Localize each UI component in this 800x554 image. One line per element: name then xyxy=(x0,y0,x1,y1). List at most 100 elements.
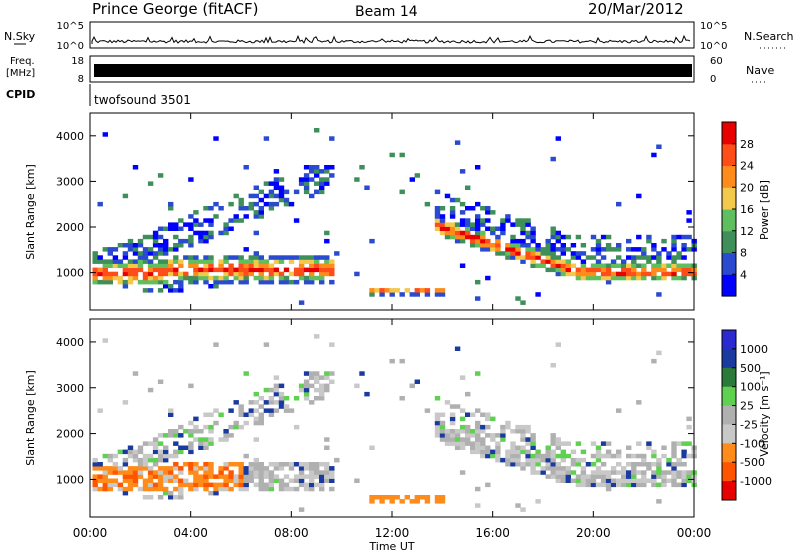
velocity-cell xyxy=(636,482,642,488)
x-tick-label: 12:00 xyxy=(375,526,410,540)
power-cell xyxy=(605,279,612,285)
velocity-cell xyxy=(258,396,264,401)
velocity-cell xyxy=(671,462,677,467)
power-cell xyxy=(641,271,647,277)
velocity-cell xyxy=(137,466,144,471)
velocity-cell xyxy=(676,482,682,488)
velocity-cell xyxy=(309,383,315,389)
power-cell xyxy=(314,255,320,260)
power-cell xyxy=(595,243,602,248)
velocity-cell xyxy=(414,379,420,384)
velocity-cell xyxy=(319,474,325,479)
power-cell xyxy=(107,263,113,268)
power-cell xyxy=(142,255,149,260)
power-cell xyxy=(203,230,209,236)
power-cell xyxy=(575,267,582,273)
power-cell xyxy=(600,247,607,252)
power-cell xyxy=(273,193,280,199)
power-cell xyxy=(278,177,285,182)
power-cell xyxy=(233,218,239,223)
velocity-cell xyxy=(631,482,637,488)
velocity-cell xyxy=(208,462,214,467)
velocity-cell xyxy=(595,445,602,450)
velocity-cell xyxy=(646,478,652,483)
velocity-cell xyxy=(585,482,592,488)
velocity-cell xyxy=(203,482,209,488)
power-cell xyxy=(223,255,229,260)
power-cell xyxy=(459,201,466,207)
power-cell xyxy=(621,271,627,277)
velocity-cell xyxy=(646,445,652,450)
power-cell xyxy=(515,222,521,227)
velocity-cell xyxy=(253,391,259,397)
velocity-cell xyxy=(238,462,244,467)
power-cell xyxy=(218,230,224,236)
velocity-cell xyxy=(112,466,119,471)
power-cell xyxy=(314,173,320,178)
velocity-cell xyxy=(147,387,154,393)
power-cell xyxy=(132,263,139,268)
velocity-cell xyxy=(449,429,456,434)
power-cell xyxy=(188,255,194,260)
velocity-cell xyxy=(278,478,285,483)
velocity-cell xyxy=(470,433,476,438)
velocity-cell xyxy=(142,486,149,492)
velocity-cell xyxy=(590,462,597,467)
power-cell xyxy=(218,206,224,211)
velocity-cell xyxy=(137,470,144,475)
power-cell xyxy=(228,279,234,285)
velocity-cell xyxy=(132,474,139,479)
power-cell xyxy=(198,271,204,277)
power-cell xyxy=(646,271,652,277)
power-cell xyxy=(157,226,164,231)
velocity-cell xyxy=(600,441,607,446)
power-cell xyxy=(293,279,300,285)
velocity-cell xyxy=(183,462,189,467)
power-cell xyxy=(107,247,113,252)
power-cell xyxy=(324,259,330,264)
velocity-cell xyxy=(203,462,209,467)
velocity-cell xyxy=(681,470,687,475)
velocity-cell xyxy=(661,470,667,475)
power-cell xyxy=(122,263,129,268)
velocity-cell xyxy=(480,453,486,459)
velocity-cell xyxy=(132,371,139,376)
power-cell xyxy=(510,238,516,244)
power-cell xyxy=(500,251,506,256)
velocity-cell xyxy=(681,449,687,455)
power-cell xyxy=(233,271,239,277)
velocity-cell xyxy=(505,449,511,455)
velocity-colorbar-tick-label: -25 xyxy=(740,418,758,431)
velocity-cell xyxy=(580,457,587,463)
power-cell xyxy=(364,185,370,190)
power-cell xyxy=(168,206,174,211)
power-cell xyxy=(656,255,662,260)
power-cell xyxy=(157,251,164,256)
velocity-cell xyxy=(193,462,199,467)
power-cell xyxy=(495,238,501,244)
power-cell xyxy=(550,247,556,252)
velocity-cell xyxy=(173,486,179,492)
velocity-cell xyxy=(273,474,280,479)
velocity-cell xyxy=(213,408,219,413)
power-cell xyxy=(454,197,461,203)
velocity-cell xyxy=(168,429,174,434)
velocity-cell xyxy=(228,486,234,492)
velocity-cell xyxy=(258,404,264,409)
power-cell xyxy=(208,255,214,260)
velocity-cell xyxy=(671,449,677,455)
velocity-cell xyxy=(575,482,582,488)
velocity-cell xyxy=(550,449,556,455)
power-cell xyxy=(198,230,204,236)
power-cell xyxy=(525,222,531,227)
freq-label-line1: Freq. xyxy=(10,56,35,67)
velocity-cell xyxy=(92,486,98,492)
velocity-cell xyxy=(193,424,199,430)
power-cell xyxy=(439,206,446,211)
velocity-cell xyxy=(163,449,169,455)
power-cell xyxy=(525,230,531,236)
velocity-cell xyxy=(555,470,561,475)
velocity-cell xyxy=(203,445,209,450)
velocity-cell xyxy=(263,400,270,405)
velocity-cell xyxy=(651,470,657,475)
